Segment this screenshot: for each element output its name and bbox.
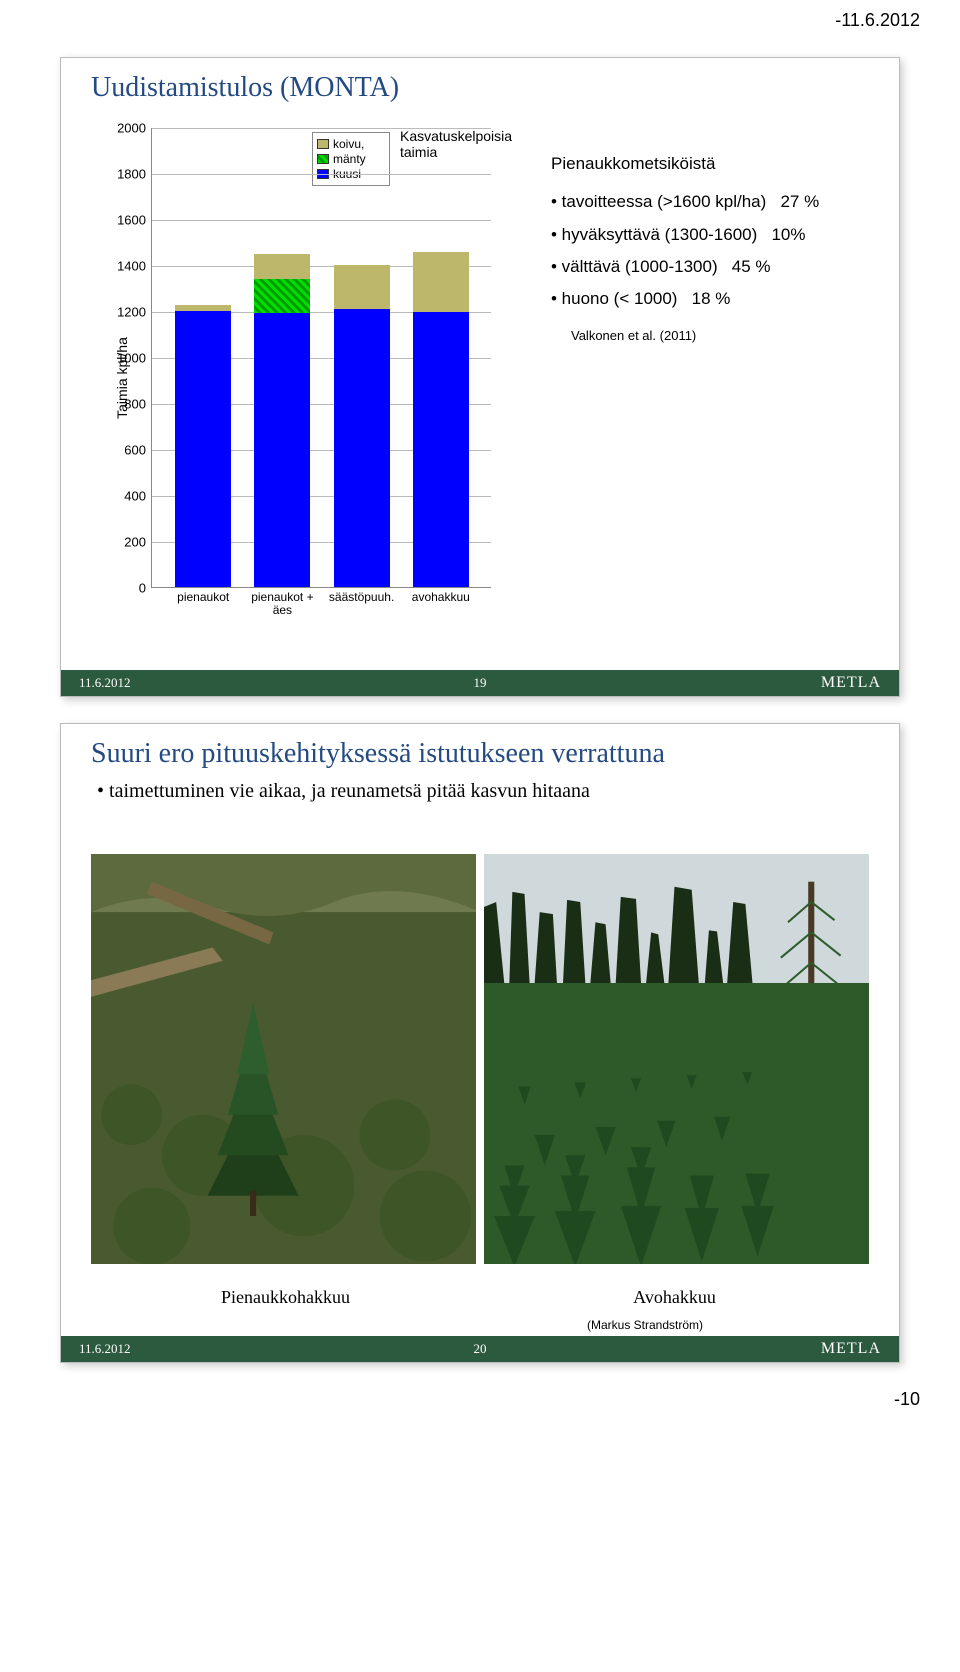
xtick-label: pienaukot: [163, 587, 243, 604]
ytick-label: 1800: [117, 167, 152, 182]
slide2-photo-credit: (Markus Strandström): [61, 1318, 869, 1332]
slide1-number: 19: [474, 675, 487, 691]
ytick-label: 1000: [117, 351, 152, 366]
gridline: [152, 128, 491, 129]
photo-avohakkuu: [484, 854, 869, 1264]
xtick-label: avohakkuu: [401, 587, 481, 604]
slide2-title: Suuri ero pituuskehityksessä istutukseen…: [61, 724, 899, 770]
bar-2: [334, 265, 390, 587]
slide2-captions: Pienaukkohakkuu Avohakkuu: [91, 1287, 869, 1308]
ytick-label: 0: [139, 581, 152, 596]
legend-title: Kasvatuskelpoisia taimia: [400, 128, 512, 160]
legend-text-koivu: koivu,: [333, 137, 364, 151]
ytick-label: 1200: [117, 305, 152, 320]
caption-left: Pienaukkohakkuu: [91, 1287, 480, 1308]
legend-swatch-koivu: [317, 139, 329, 149]
bullet-row: • tavoitteessa (>1600 kpl/ha) 27 %: [551, 186, 819, 218]
xtick-label: pienaukot + äes: [242, 587, 322, 617]
slide2-number: 20: [474, 1341, 487, 1357]
slide-2: Suuri ero pituuskehityksessä istutukseen…: [60, 723, 900, 1363]
slide1-title: Uudistamistulos (MONTA): [61, 58, 899, 104]
bullet-row: • huono (< 1000) 18 %: [551, 283, 819, 315]
page-header-date: -11.6.2012: [0, 0, 960, 31]
gridline: [152, 174, 491, 175]
bar-segment: [334, 309, 390, 587]
slide1-chart: Taimia kpl/ha koivu, mänty kuusi Kasvatu…: [99, 118, 529, 638]
xtick-label: säästöpuuh.: [322, 587, 402, 604]
bar-segment: [254, 279, 310, 314]
bar-segment: [254, 254, 310, 279]
slide1-citation: Valkonen et al. (2011): [571, 328, 696, 343]
legend-text-manty: mänty: [333, 152, 366, 166]
slide2-subtitle-text: taimettuminen vie aikaa, ja reunametsä p…: [109, 780, 590, 802]
bar-segment: [413, 312, 469, 587]
bar-segment: [334, 265, 390, 309]
ytick-label: 600: [124, 443, 152, 458]
bullets-heading: Pienaukkometsiköistä: [551, 148, 819, 180]
bar-3: [413, 252, 469, 587]
bar-segment: [175, 311, 231, 587]
slide2-photos: [91, 854, 869, 1264]
bar-0: [175, 305, 231, 587]
chart-plot-area: koivu, mänty kuusi Kasvatuskelpoisia tai…: [151, 128, 491, 588]
slide2-footer-date: 11.6.2012: [79, 1341, 131, 1357]
slide2-footer: 11.6.2012 20 METLA: [61, 1336, 899, 1362]
bar-1: [254, 254, 310, 587]
slide-1: Uudistamistulos (MONTA) Taimia kpl/ha ko…: [60, 57, 900, 697]
legend-swatch-manty: [317, 154, 329, 164]
ytick-label: 1600: [117, 213, 152, 228]
bullet-row: • hyväksyttävä (1300-1600) 10%: [551, 219, 819, 251]
page-footer-num: -10: [0, 1389, 960, 1420]
photo-pienaukkohakkuu: [91, 854, 476, 1264]
ytick-label: 2000: [117, 121, 152, 136]
ytick-label: 800: [124, 397, 152, 412]
slide1-brand: METLA: [821, 674, 881, 692]
slide2-brand: METLA: [821, 1340, 881, 1358]
gridline: [152, 220, 491, 221]
ytick-label: 400: [124, 489, 152, 504]
slide1-footer: 11.6.2012 19 METLA: [61, 670, 899, 696]
bar-segment: [254, 313, 310, 587]
caption-right: Avohakkuu: [480, 1287, 869, 1308]
bar-segment: [413, 252, 469, 312]
slide1-bullets: Pienaukkometsiköistä • tavoitteessa (>16…: [551, 148, 819, 315]
chart-legend: koivu, mänty kuusi: [312, 132, 390, 186]
bullet-row: • välttävä (1000-1300) 45 %: [551, 251, 819, 283]
slide1-footer-date: 11.6.2012: [79, 675, 131, 691]
ytick-label: 200: [124, 535, 152, 550]
ytick-label: 1400: [117, 259, 152, 274]
slide2-subtitle: • taimettuminen vie aikaa, ja reunametsä…: [61, 770, 899, 803]
